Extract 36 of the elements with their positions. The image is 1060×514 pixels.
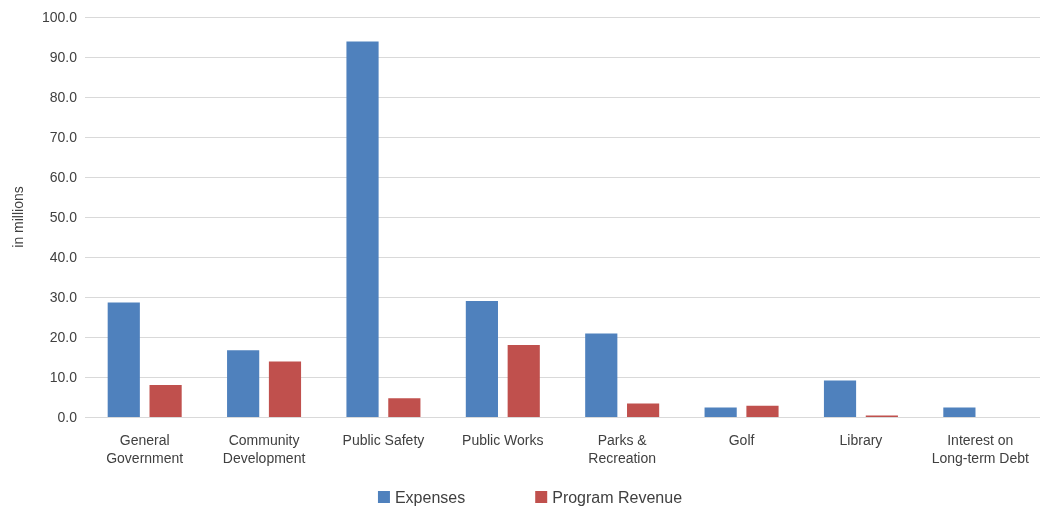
- y-tick-label: 30.0: [49, 289, 78, 305]
- x-tick-label: Public Works: [462, 432, 544, 448]
- bar: [268, 361, 302, 417]
- x-tick-label: Public Safety: [342, 432, 425, 448]
- legend-label: Program Revenue: [552, 488, 683, 506]
- x-tick-label: Parks & Recreation: [588, 432, 657, 466]
- bar: [704, 407, 737, 417]
- y-tick-label: 80.0: [49, 89, 78, 105]
- bar: [585, 333, 618, 417]
- x-tick-label: Community Development: [222, 432, 306, 466]
- y-tick-label: 50.0: [49, 209, 78, 225]
- y-tick-label: 100.0: [41, 9, 78, 25]
- y-tick-label: 90.0: [49, 49, 78, 65]
- bar: [943, 407, 976, 417]
- bar: [746, 405, 779, 417]
- y-tick-label: 10.0: [49, 369, 78, 385]
- legend-label: Expenses: [394, 488, 466, 506]
- bar: [627, 403, 660, 417]
- x-tick-label: General Government: [106, 432, 184, 466]
- y-tick-label: 20.0: [49, 329, 78, 345]
- bar: [823, 380, 857, 417]
- bar: [149, 385, 182, 417]
- y-tick-label: 0.0: [57, 409, 78, 425]
- y-tick-label: 40.0: [49, 249, 78, 265]
- bar: [227, 350, 260, 417]
- bar: [465, 301, 498, 417]
- y-axis-title: in millions: [10, 186, 26, 248]
- x-tick-label: Golf: [728, 432, 755, 448]
- bar: [107, 302, 140, 417]
- y-tick-label: 60.0: [49, 169, 78, 185]
- x-tick-label: Interest on Long-term Debt: [931, 432, 1030, 466]
- bar: [346, 41, 379, 417]
- bar: [388, 398, 421, 417]
- x-tick-label: Library: [839, 432, 883, 448]
- bar: [507, 345, 540, 417]
- y-tick-label: 70.0: [49, 129, 78, 145]
